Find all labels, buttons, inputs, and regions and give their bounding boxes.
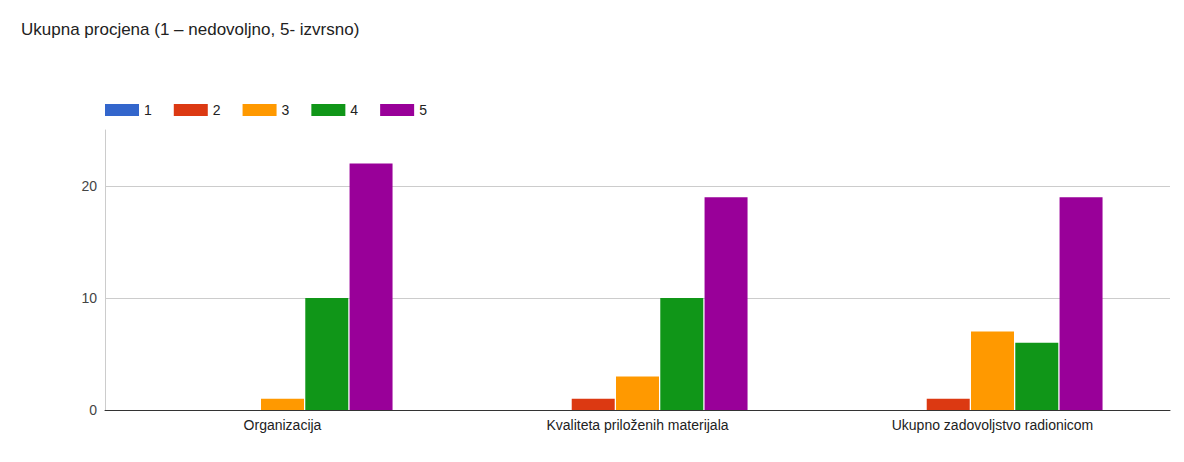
- svg-text:3: 3: [282, 102, 290, 118]
- svg-text:4: 4: [350, 102, 358, 118]
- svg-text:Ukupno zadovoljstvo radionicom: Ukupno zadovoljstvo radionicom: [892, 417, 1094, 433]
- svg-text:Ukupna procjena (1 – nedovoljn: Ukupna procjena (1 – nedovoljno, 5- izvr…: [21, 20, 359, 39]
- svg-text:20: 20: [81, 178, 97, 194]
- svg-text:Kvaliteta priloženih materijal: Kvaliteta priloženih materijala: [546, 417, 728, 433]
- svg-text:5: 5: [419, 102, 427, 118]
- svg-text:Organizacija: Organizacija: [244, 417, 322, 433]
- svg-text:0: 0: [89, 402, 97, 418]
- svg-text:10: 10: [81, 290, 97, 306]
- svg-text:1: 1: [144, 102, 152, 118]
- svg-text:2: 2: [213, 102, 221, 118]
